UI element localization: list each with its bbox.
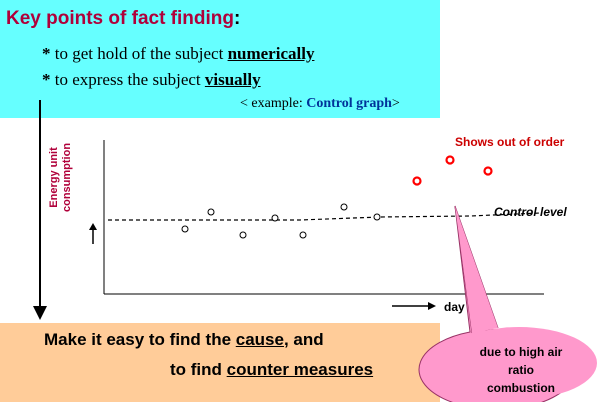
normal-point	[299, 231, 307, 239]
key-points-panel	[0, 0, 440, 118]
out-of-order-point	[483, 166, 493, 176]
callout-text: due to high air ratio combustion	[479, 345, 563, 395]
conclusion-line-countermeasures: to find counter measures	[170, 360, 374, 379]
example-note: < example: Control graph>	[240, 96, 400, 111]
y-axis-label: Energy unit consumption	[48, 142, 73, 212]
bullet-numerically: * to get hold of the subject numerically	[42, 44, 315, 63]
normal-point	[373, 213, 381, 221]
normal-point	[340, 203, 348, 211]
normal-point	[181, 225, 189, 233]
out-of-order-points	[412, 155, 493, 186]
conclusion-panel	[0, 323, 440, 402]
out-of-order-point	[445, 155, 455, 165]
control-level-line	[108, 212, 541, 221]
callout-pointer-fill	[455, 206, 498, 333]
conclusion-line-cause: Make it easy to find the cause, and	[44, 330, 324, 349]
normal-points	[181, 203, 381, 239]
normal-point	[239, 231, 247, 239]
out-of-order-point	[412, 176, 422, 186]
bullet-visually: * to express the subject visually	[42, 70, 261, 89]
control-level-label: Control level	[494, 205, 567, 219]
flow-arrow-head	[33, 306, 47, 320]
callout-body	[441, 327, 597, 399]
out-of-order-label: Shows out of order	[455, 135, 565, 149]
normal-point	[271, 214, 279, 222]
key-points-title: Key points of fact finding:	[6, 8, 241, 29]
x-axis-label: day	[444, 300, 465, 314]
normal-point	[207, 208, 215, 216]
y-up-arrow-head	[89, 223, 97, 230]
day-arrow-head	[428, 302, 436, 310]
